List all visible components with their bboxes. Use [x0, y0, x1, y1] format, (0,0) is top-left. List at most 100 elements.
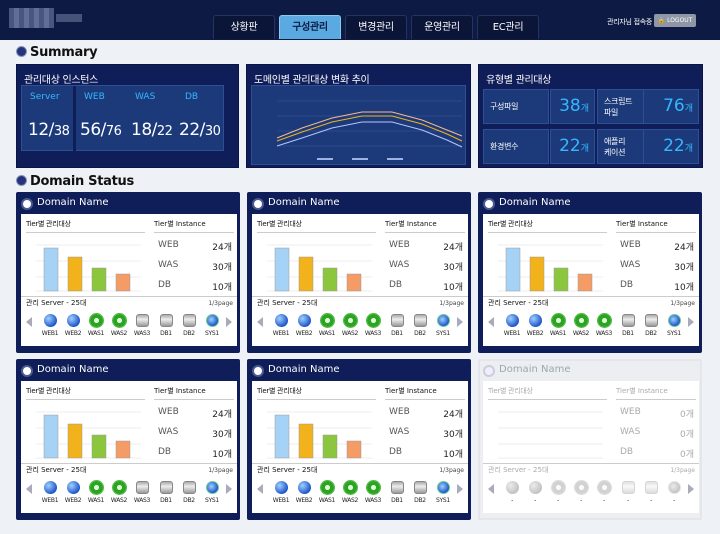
- lock-icon: 🔒: [657, 17, 666, 24]
- domain-card[interactable]: Domain Name Tier별 관리대상 Tier별 Instance WE…: [247, 359, 471, 520]
- server-item[interactable]: -: [593, 479, 615, 509]
- domain-card[interactable]: Domain Name Tier별 관리대상 Tier별 Instance WE…: [247, 192, 471, 353]
- server-item[interactable]: WEB1: [270, 479, 292, 509]
- server-item[interactable]: -: [501, 479, 523, 509]
- server-item[interactable]: SYS1: [432, 479, 454, 509]
- server-item[interactable]: WAS1: [547, 312, 569, 342]
- db-icon: [390, 314, 404, 327]
- tier-count: 24개: [212, 410, 232, 420]
- prev-arrow-icon[interactable]: [26, 484, 32, 494]
- nav-config[interactable]: 구성관리: [279, 15, 341, 39]
- tier-name: WEB: [158, 407, 179, 417]
- nav-operation[interactable]: 운영관리: [411, 15, 473, 39]
- next-arrow-icon[interactable]: [688, 317, 694, 327]
- server-item[interactable]: WEB2: [62, 312, 84, 342]
- server-item[interactable]: SYS1: [201, 479, 223, 509]
- server-item[interactable]: DB2: [409, 479, 431, 509]
- gear-icon: [551, 314, 565, 327]
- server-item[interactable]: WAS3: [362, 312, 384, 342]
- server-item[interactable]: -: [617, 479, 639, 509]
- server-item[interactable]: WAS1: [316, 479, 338, 509]
- prev-arrow-icon[interactable]: [26, 317, 32, 327]
- server-item[interactable]: WEB1: [39, 312, 61, 342]
- prev-arrow-icon[interactable]: [257, 484, 263, 494]
- server-item[interactable]: WAS2: [339, 312, 361, 342]
- server-item[interactable]: -: [663, 479, 685, 509]
- page-indicator: 1/3page: [670, 300, 695, 307]
- prev-arrow-icon[interactable]: [488, 484, 494, 494]
- server-item[interactable]: -: [640, 479, 662, 509]
- server-item[interactable]: WAS2: [108, 312, 130, 342]
- server-item[interactable]: WEB1: [39, 479, 61, 509]
- server-item[interactable]: WAS3: [131, 312, 153, 342]
- server-item[interactable]: DB1: [155, 312, 177, 342]
- bar-2: [322, 434, 338, 459]
- globe-icon: [505, 314, 519, 327]
- server-item[interactable]: -: [570, 479, 592, 509]
- server-item[interactable]: WAS2: [339, 479, 361, 509]
- server-item[interactable]: WEB1: [501, 312, 523, 342]
- nav-change[interactable]: 변경관리: [345, 15, 407, 39]
- server-name: WAS2: [341, 497, 359, 504]
- instances-title: 관리대상 인스턴스: [24, 75, 99, 86]
- bar-0: [43, 414, 59, 459]
- server-item[interactable]: WAS3: [362, 479, 384, 509]
- next-arrow-icon[interactable]: [457, 484, 463, 494]
- bar-0: [505, 247, 521, 292]
- server-item[interactable]: WAS1: [85, 312, 107, 342]
- server-item[interactable]: WAS1: [85, 479, 107, 509]
- next-arrow-icon[interactable]: [226, 317, 232, 327]
- domain-card[interactable]: Domain Name Tier별 관리대상 Tier별 Instance WE…: [478, 359, 702, 520]
- server-item[interactable]: -: [547, 479, 569, 509]
- server-item[interactable]: WEB1: [270, 312, 292, 342]
- nav-dashboard[interactable]: 상황판: [213, 15, 275, 39]
- server-item[interactable]: DB2: [178, 479, 200, 509]
- server-item[interactable]: WEB2: [524, 312, 546, 342]
- server-name: WAS3: [364, 497, 382, 504]
- sys-icon: [205, 314, 219, 327]
- server-item[interactable]: DB2: [178, 312, 200, 342]
- server-item[interactable]: SYS1: [201, 312, 223, 342]
- next-arrow-icon[interactable]: [226, 484, 232, 494]
- server-item[interactable]: WAS3: [593, 312, 615, 342]
- next-arrow-icon[interactable]: [688, 484, 694, 494]
- server-item[interactable]: DB1: [386, 479, 408, 509]
- domain-card[interactable]: Domain Name Tier별 관리대상 Tier별 Instance WE…: [16, 192, 240, 353]
- domain-card[interactable]: Domain Name Tier별 관리대상 Tier별 Instance WE…: [16, 359, 240, 520]
- next-arrow-icon[interactable]: [457, 317, 463, 327]
- prev-arrow-icon[interactable]: [257, 317, 263, 327]
- server-item[interactable]: WAS3: [131, 479, 153, 509]
- server-item[interactable]: DB1: [617, 312, 639, 342]
- db-icon: [135, 314, 149, 327]
- server-item[interactable]: SYS1: [432, 312, 454, 342]
- server-name: SYS1: [667, 330, 681, 337]
- server-item[interactable]: DB1: [155, 479, 177, 509]
- nav-ec[interactable]: EC관리: [477, 15, 539, 39]
- type-label: 구성파일: [490, 102, 519, 111]
- domain-body: Tier별 관리대상 Tier별 Instance WEB 0개 WAS 0개 DB…: [483, 381, 699, 513]
- tier-count: 10개: [443, 450, 463, 460]
- server-item[interactable]: WEB2: [293, 312, 315, 342]
- server-item[interactable]: DB1: [386, 312, 408, 342]
- tier-count: 0개: [679, 450, 694, 460]
- server-item[interactable]: -: [524, 479, 546, 509]
- domain-status-title: Domain Status: [16, 174, 134, 189]
- prev-arrow-icon[interactable]: [488, 317, 494, 327]
- server-item[interactable]: WAS1: [316, 312, 338, 342]
- server-item[interactable]: SYS1: [663, 312, 685, 342]
- server-item[interactable]: DB2: [409, 312, 431, 342]
- tier-name: DB: [158, 280, 172, 290]
- logout-button[interactable]: 🔒 LOGOUT: [654, 14, 696, 27]
- server-item[interactable]: WEB2: [293, 479, 315, 509]
- domain-card[interactable]: Domain Name Tier별 관리대상 Tier별 Instance WE…: [478, 192, 702, 353]
- server-name: WAS3: [595, 330, 613, 337]
- tier-count: 0개: [679, 430, 694, 440]
- server-item[interactable]: WAS2: [108, 479, 130, 509]
- tier-name: WAS: [389, 260, 410, 270]
- logo: [9, 8, 54, 28]
- server-item[interactable]: WEB2: [62, 479, 84, 509]
- server-count-label: 관리 Server - 25대: [488, 466, 549, 474]
- tier-bar-chart: [36, 411, 141, 459]
- server-item[interactable]: DB2: [640, 312, 662, 342]
- server-item[interactable]: WAS2: [570, 312, 592, 342]
